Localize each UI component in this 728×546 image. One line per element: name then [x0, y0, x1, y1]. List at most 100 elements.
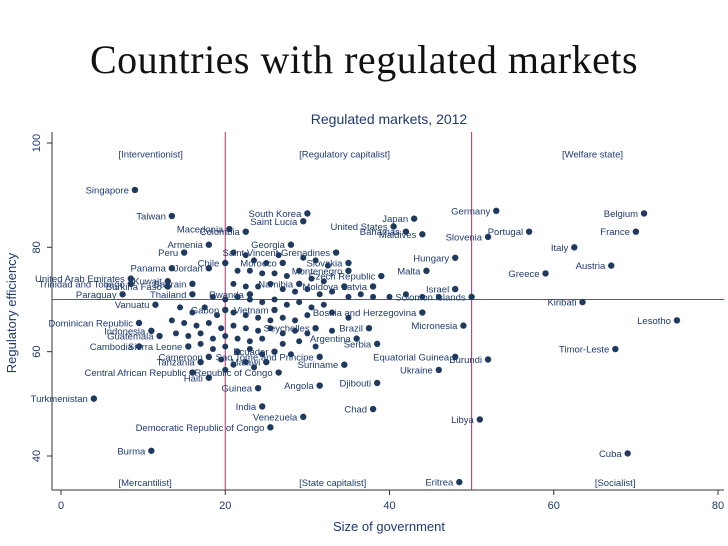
data-point: [222, 306, 229, 314]
quadrant-label: [Mercantilist]: [118, 478, 171, 489]
point-label: Israel: [426, 285, 449, 296]
point-label: Venezuela: [253, 412, 298, 423]
data-point: [185, 343, 192, 350]
data-point: [320, 301, 327, 308]
data-point: [390, 223, 397, 230]
data-point: [304, 210, 311, 217]
data-point: [148, 327, 155, 334]
x-axis-title: Size of government: [333, 519, 445, 534]
data-point: [312, 324, 319, 332]
data-point: [612, 345, 619, 353]
data-point: [329, 327, 336, 334]
data-point: [287, 351, 294, 358]
data-point: [378, 272, 385, 280]
point-label: Singapore: [86, 185, 129, 196]
point-label: United Arab Emirates: [35, 274, 125, 285]
point-label: Paraguay: [76, 290, 117, 301]
data-point: [345, 259, 352, 267]
data-point: [222, 366, 229, 373]
data-point: [197, 340, 204, 347]
point-label: Kiribati: [547, 298, 576, 309]
data-point: [181, 319, 188, 326]
data-point: [484, 356, 492, 363]
point-label: Guatemala: [107, 332, 154, 343]
data-point: [271, 348, 278, 355]
point-label: Libya: [451, 415, 474, 426]
data-point: [308, 304, 315, 311]
data-point: [304, 312, 311, 319]
quadrant-label: [Interventionist]: [118, 149, 182, 160]
data-point: [369, 405, 377, 413]
data-point: [304, 330, 311, 337]
data-point: [373, 340, 381, 348]
point-label: Portugal: [488, 227, 523, 238]
data-point: [197, 330, 204, 337]
data-point: [283, 301, 290, 308]
point-label: Equatorial Guinea: [373, 352, 450, 363]
axis-ticks: 0 20 40 60 80 40 60 80 100: [31, 134, 724, 512]
point-label: Malawi: [231, 358, 261, 369]
data-point: [172, 330, 179, 337]
data-point: [246, 291, 254, 298]
data-point: [259, 335, 266, 342]
point-label: Armenia: [167, 240, 203, 251]
data-point: [209, 346, 216, 353]
data-point: [300, 218, 307, 225]
data-point: [345, 293, 352, 300]
data-point: [230, 280, 237, 287]
point-label: Seychelles: [264, 324, 310, 335]
point-label: Cuba: [599, 449, 622, 460]
data-point: [300, 413, 307, 421]
data-point: [295, 280, 303, 288]
data-point: [164, 283, 171, 290]
data-point: [164, 278, 171, 285]
data-point: [222, 333, 229, 340]
point-label: Bosnia and Herzegovina: [313, 308, 417, 319]
point-label: Sao Tome and Principe: [216, 352, 314, 363]
data-point: [242, 252, 249, 259]
data-point: [275, 369, 282, 376]
point-label: Latvia: [342, 282, 368, 293]
data-point: [218, 356, 225, 363]
data-point: [250, 364, 257, 371]
data-point: [279, 259, 286, 267]
data-point: [468, 293, 475, 301]
y-tick-label: 60: [31, 346, 43, 358]
x-tick-label: 20: [219, 500, 231, 512]
data-point: [419, 231, 426, 238]
data-point: [357, 291, 364, 298]
point-label: Kuwait: [133, 277, 162, 288]
data-point: [255, 283, 262, 290]
point-label: Japan: [382, 214, 408, 225]
data-point: [230, 361, 237, 368]
data-point: [226, 225, 233, 233]
data-point: [242, 283, 249, 290]
data-point: [205, 241, 213, 248]
point-label: Hungary: [413, 253, 449, 264]
data-point: [177, 304, 184, 311]
data-point: [168, 265, 176, 272]
data-point: [345, 267, 352, 275]
data-point: [296, 338, 303, 345]
point-label: Burkina Faso: [106, 282, 162, 293]
point-label: Peru: [158, 248, 178, 259]
x-tick-label: 40: [383, 500, 395, 512]
data-point: [230, 309, 237, 316]
point-label: Democratic Republic of Congo: [136, 423, 265, 434]
point-label: Chad: [344, 405, 367, 416]
quadrant-label: [Regulatory capitalist]: [299, 149, 390, 160]
data-point: [255, 327, 262, 334]
data-point: [571, 244, 578, 251]
point-label: Trinidad and Tobago: [39, 279, 125, 290]
data-point: [320, 278, 327, 285]
data-point: [197, 358, 204, 366]
point-label: Rwanda: [209, 290, 245, 301]
data-point: [267, 280, 274, 287]
quadrant-labels: [Interventionist] [Regulatory capitalist]…: [118, 149, 635, 489]
data-point: [624, 450, 631, 457]
data-point: [242, 312, 249, 319]
point-label: Malta: [397, 266, 421, 277]
data-point: [292, 327, 299, 334]
data-point: [296, 299, 303, 306]
